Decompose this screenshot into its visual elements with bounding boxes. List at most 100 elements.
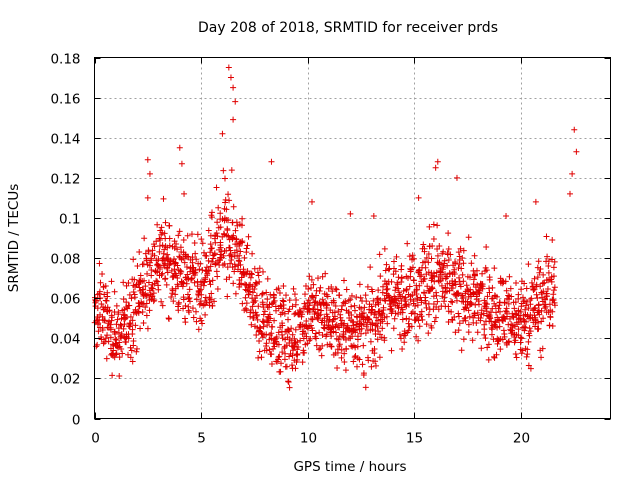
data-point [217,251,224,258]
data-point [452,329,459,336]
data-point [434,298,441,305]
data-point [136,284,143,291]
data-point [158,272,165,279]
data-point [522,345,529,352]
data-point [523,353,530,360]
data-point [244,268,251,275]
data-point [328,333,335,340]
data-point [99,327,106,334]
data-point [166,316,173,323]
data-point [207,249,214,256]
data-point [111,288,118,295]
data-point [136,248,143,255]
data-point [207,263,214,270]
data-point [197,260,204,267]
data-point [481,331,488,338]
data-point [230,84,237,91]
data-point [225,191,232,198]
data-point [410,255,417,262]
data-point [184,232,191,239]
data-point [421,245,428,252]
data-point [446,270,453,277]
data-point [163,281,170,288]
data-point [99,271,106,278]
data-point [543,277,550,284]
data-point [121,321,128,328]
data-point [403,303,410,310]
data-point [233,219,240,226]
data-point [368,286,375,293]
data-point [347,210,354,217]
data-point [412,303,419,310]
data-point [460,336,467,343]
data-point [456,274,463,281]
data-point [422,258,429,265]
data-point [131,276,138,283]
data-point [172,291,179,298]
data-point [241,271,248,278]
data-point [456,261,463,268]
data-point [436,243,443,250]
data-point [215,204,222,211]
data-point [207,296,214,303]
data-point [312,330,319,337]
data-point [539,345,546,352]
data-point [550,273,557,280]
data-point [444,262,451,269]
data-point [388,347,395,354]
data-point [333,286,340,293]
data-point [188,276,195,283]
data-point [319,342,326,349]
data-point [465,307,472,314]
data-point [158,231,165,238]
data-point [312,292,319,299]
data-point [473,319,480,326]
data-point [116,339,123,346]
data-point [493,309,500,316]
data-point [363,298,370,305]
data-point [211,298,218,305]
data-point [159,302,166,309]
data-point [158,298,165,305]
data-point [268,158,275,165]
data-point [242,286,249,293]
data-point [166,222,173,229]
data-point [518,335,525,342]
data-point [118,345,125,352]
data-point [198,291,205,298]
data-point [345,297,352,304]
data-point [276,290,283,297]
plot-frame [94,57,611,419]
data-point [501,299,508,306]
data-point [512,351,519,358]
data-point [460,247,467,254]
data-point [445,319,452,326]
data-point [479,285,486,292]
data-point [258,354,265,361]
data-point [414,296,421,303]
data-point [436,260,443,267]
data-point [243,287,250,294]
data-point [188,275,195,282]
data-point [342,298,349,305]
data-point [414,286,421,293]
data-point [107,326,114,333]
data-point [336,341,343,348]
data-point [323,331,330,338]
data-point [242,294,249,301]
data-point [268,351,275,358]
data-point [525,338,532,345]
data-point [531,305,538,312]
data-point [192,308,199,315]
data-point [108,312,115,319]
data-point [467,286,474,293]
data-point [358,305,365,312]
data-point [471,252,478,259]
data-point [175,299,182,306]
data-point [161,246,168,253]
data-point [489,326,496,333]
data-point [457,245,464,252]
data-point [276,353,283,360]
data-point [263,347,270,354]
data-point [456,281,463,288]
